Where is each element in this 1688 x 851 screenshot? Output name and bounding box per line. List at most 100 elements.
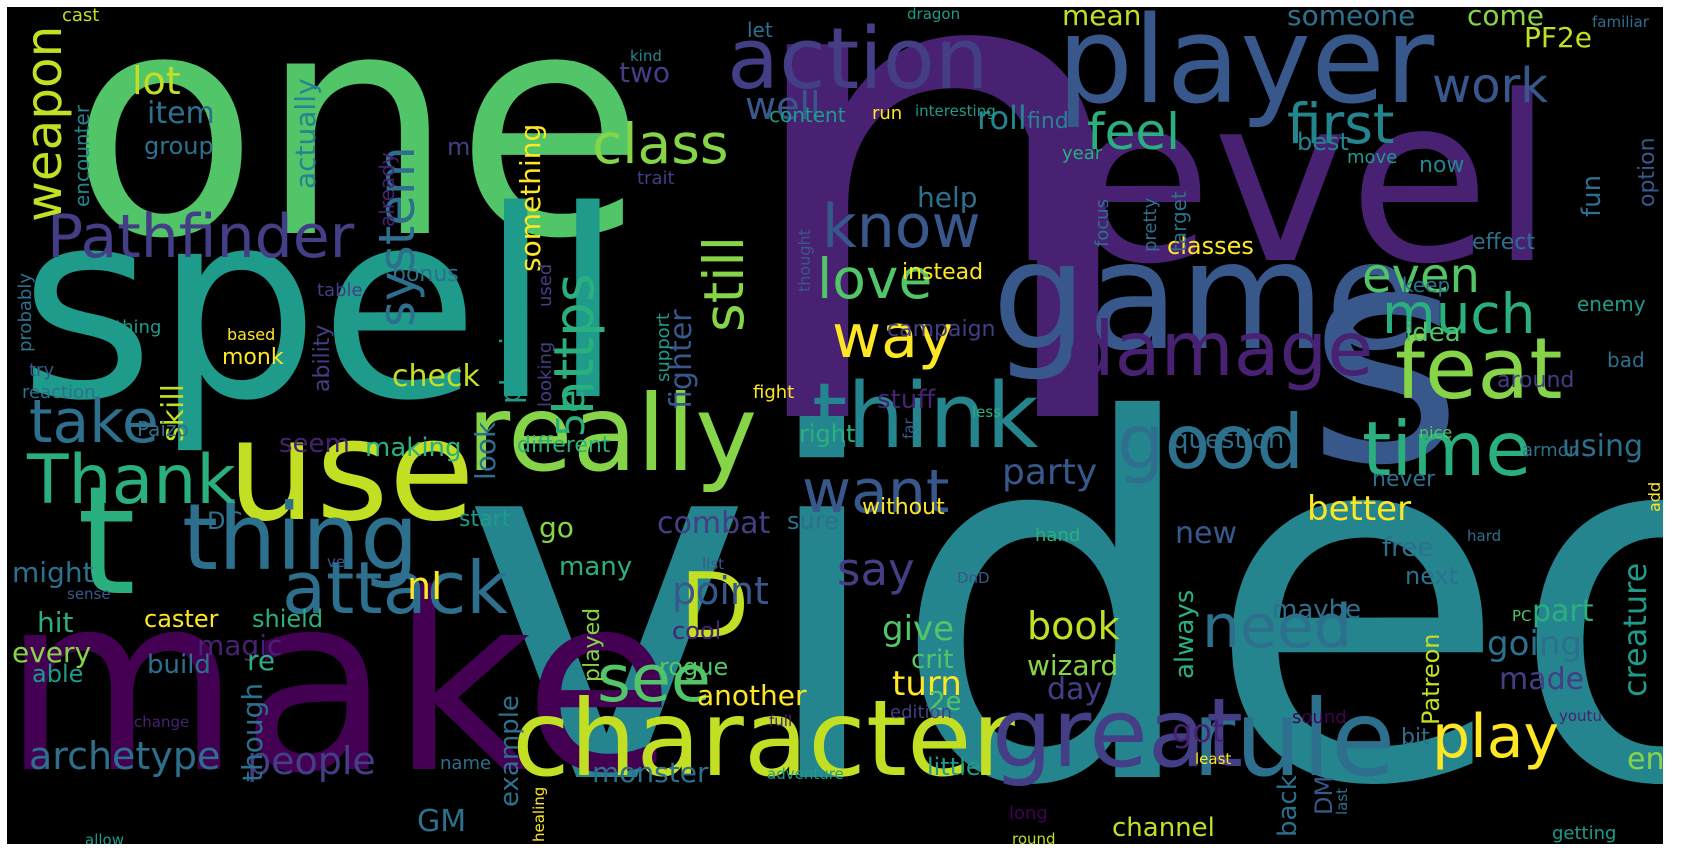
word-level: level: [1007, 48, 1554, 315]
word-edition: edition: [890, 702, 952, 723]
word-different: different: [517, 433, 611, 458]
word-help: help: [917, 181, 978, 214]
word-hand: hand: [1035, 525, 1081, 546]
word-crit: crit: [911, 645, 954, 675]
word-campaign: campaign: [887, 317, 996, 342]
word-long: long: [1009, 803, 1048, 824]
word-cast: cast: [62, 7, 100, 26]
word-give: give: [882, 609, 955, 649]
word-caster: caster: [144, 605, 219, 633]
word-don: don: [1035, 196, 1065, 245]
word-question: question: [1172, 425, 1285, 455]
word-way: way: [832, 302, 954, 372]
word-first: first: [1287, 92, 1395, 156]
word-end: end: [1627, 742, 1663, 777]
word-enemy: enemy: [1577, 292, 1646, 316]
word-healing: healing: [530, 786, 548, 842]
word-play: play: [1432, 702, 1560, 772]
word-though: though: [236, 682, 269, 782]
word-mean: mean: [1062, 7, 1142, 32]
word-dragon: dragon: [907, 7, 961, 23]
word-right: right: [799, 420, 856, 448]
word-much: much: [1382, 282, 1536, 346]
word-2e: 2e: [929, 687, 962, 717]
word-sure: sure: [787, 507, 839, 535]
word-see: see: [597, 642, 711, 717]
word-probably: probably: [15, 273, 36, 352]
word-re: re: [247, 644, 276, 677]
word-anything: anything: [82, 317, 162, 338]
word-might: might: [12, 556, 94, 589]
word-channel: channel: [1112, 813, 1215, 843]
word-spell: spell: [19, 156, 624, 458]
word-every: every: [12, 636, 92, 669]
word-class: class: [592, 112, 729, 176]
word-5e: 5e: [549, 389, 593, 437]
word-without: without: [862, 495, 945, 520]
word-look: look: [469, 421, 502, 480]
word-monster: monster: [592, 756, 709, 789]
word-wizard: wizard: [1027, 649, 1119, 682]
word-nI: nI: [407, 564, 443, 608]
word-DC: DC: [207, 507, 243, 535]
word-make: make: [7, 542, 675, 827]
word-made: made: [1499, 662, 1585, 697]
word-option: option: [1635, 137, 1660, 207]
word-feat: feat: [1395, 320, 1563, 419]
word-seem: seem: [279, 429, 350, 459]
word-take: take: [29, 387, 159, 457]
word-effect: effect: [1472, 230, 1535, 255]
word-little: little: [927, 753, 981, 781]
word-content: content: [769, 103, 846, 127]
word-good: good: [1117, 398, 1304, 486]
word-time: time: [1362, 405, 1532, 493]
word-example: example: [495, 695, 525, 807]
word-based: based: [227, 325, 276, 344]
word-far: far: [900, 418, 918, 439]
word-getting: getting: [1552, 823, 1617, 844]
word-list: list: [702, 555, 725, 573]
word-fight: fight: [753, 382, 795, 403]
word-GM: GM: [417, 804, 467, 839]
word-well: well: [745, 84, 821, 128]
word-never: never: [1372, 467, 1436, 492]
word-Thank: Thank: [27, 441, 236, 520]
word-feel: feel: [1087, 103, 1181, 161]
word-Patreon: Patreon: [1417, 633, 1445, 725]
word-bit: bit: [1401, 725, 1430, 750]
word-archetype: archetype: [29, 734, 221, 778]
word-attack: attack: [282, 546, 508, 630]
word-already: already: [375, 152, 399, 227]
word-familiar: familiar: [1592, 13, 1649, 31]
word-action: action: [727, 10, 989, 109]
word-two: two: [619, 56, 671, 89]
word-something: something: [514, 123, 547, 272]
word-video: video: [460, 318, 1663, 845]
word-n: n: [725, 7, 1156, 577]
word-target: target: [1167, 191, 1191, 252]
word-hit: hit: [37, 606, 74, 639]
word-combat: combat: [657, 506, 771, 541]
word-find: find: [1027, 109, 1069, 134]
word-support: support: [653, 312, 674, 382]
word-ability: ability: [310, 324, 335, 392]
word-t: t: [77, 455, 136, 629]
word-damage: damage: [1067, 305, 1374, 393]
word-stuff: stuff: [877, 385, 936, 415]
word-cloud: video n one spell make level player s ga…: [7, 7, 1663, 844]
word-allow: allow: [85, 831, 124, 845]
word-looking: looking: [535, 341, 556, 407]
word-pretty: pretty: [1140, 197, 1161, 252]
word-adventure: adventure: [767, 765, 844, 783]
word-great: great: [992, 679, 1244, 789]
word-full: full: [769, 712, 793, 730]
word-nice: nice: [1419, 423, 1453, 442]
word-last: last: [1333, 787, 1351, 815]
word-come: come: [1467, 7, 1545, 32]
word-say: say: [837, 543, 915, 596]
word-hard: hard: [1467, 527, 1502, 545]
word-point: point: [672, 569, 769, 613]
word-day: day: [1047, 672, 1103, 707]
word-least: least: [1195, 750, 1232, 768]
word-Pathfinder: Pathfinder: [47, 202, 355, 272]
